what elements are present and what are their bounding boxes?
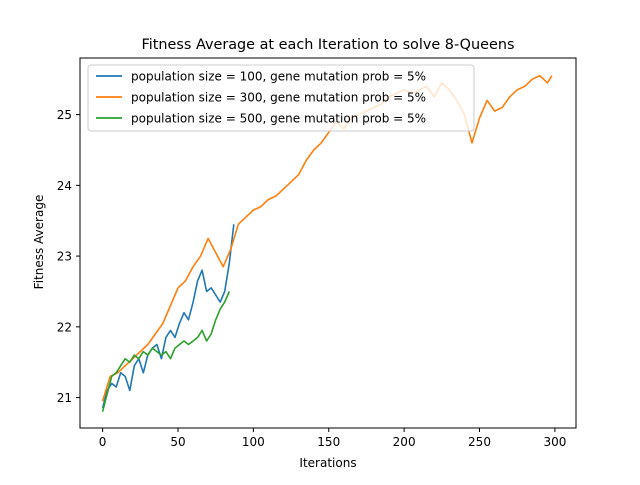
legend-box (87, 64, 475, 132)
y-tick-label: 25 (57, 108, 72, 122)
y-tick-label: 24 (57, 179, 72, 193)
x-tick-label: 0 (99, 435, 107, 449)
x-tick-label: 150 (317, 435, 340, 449)
legend: population size = 100, gene mutation pro… (87, 64, 475, 132)
y-tick-label: 23 (57, 250, 72, 264)
x-tick-label: 250 (468, 435, 491, 449)
x-tick-label: 50 (170, 435, 185, 449)
plot-frame (79, 57, 577, 429)
axis-ticks: 0 50 100 150 200 250 300 21 22 23 24 25 (57, 108, 567, 449)
y-tick-label: 21 (57, 391, 72, 405)
series-lines (101, 74, 553, 412)
chart-title: Fitness Average at each Iteration to sol… (142, 37, 515, 53)
legend-label-2: population size = 300, gene mutation pro… (131, 91, 426, 105)
y-axis-title: Fitness Average (32, 195, 46, 290)
x-tick-label: 300 (543, 435, 566, 449)
series-line-3 (101, 291, 231, 412)
y-tick-label: 22 (57, 320, 72, 334)
legend-label-3: population size = 500, gene mutation pro… (131, 112, 426, 126)
series-line-2 (101, 74, 553, 402)
x-tick-label: 100 (242, 435, 265, 449)
series-line-1 (101, 224, 235, 409)
x-axis-title: Iterations (299, 456, 356, 470)
x-tick-label: 200 (393, 435, 416, 449)
legend-label-1: population size = 100, gene mutation pro… (131, 70, 426, 84)
